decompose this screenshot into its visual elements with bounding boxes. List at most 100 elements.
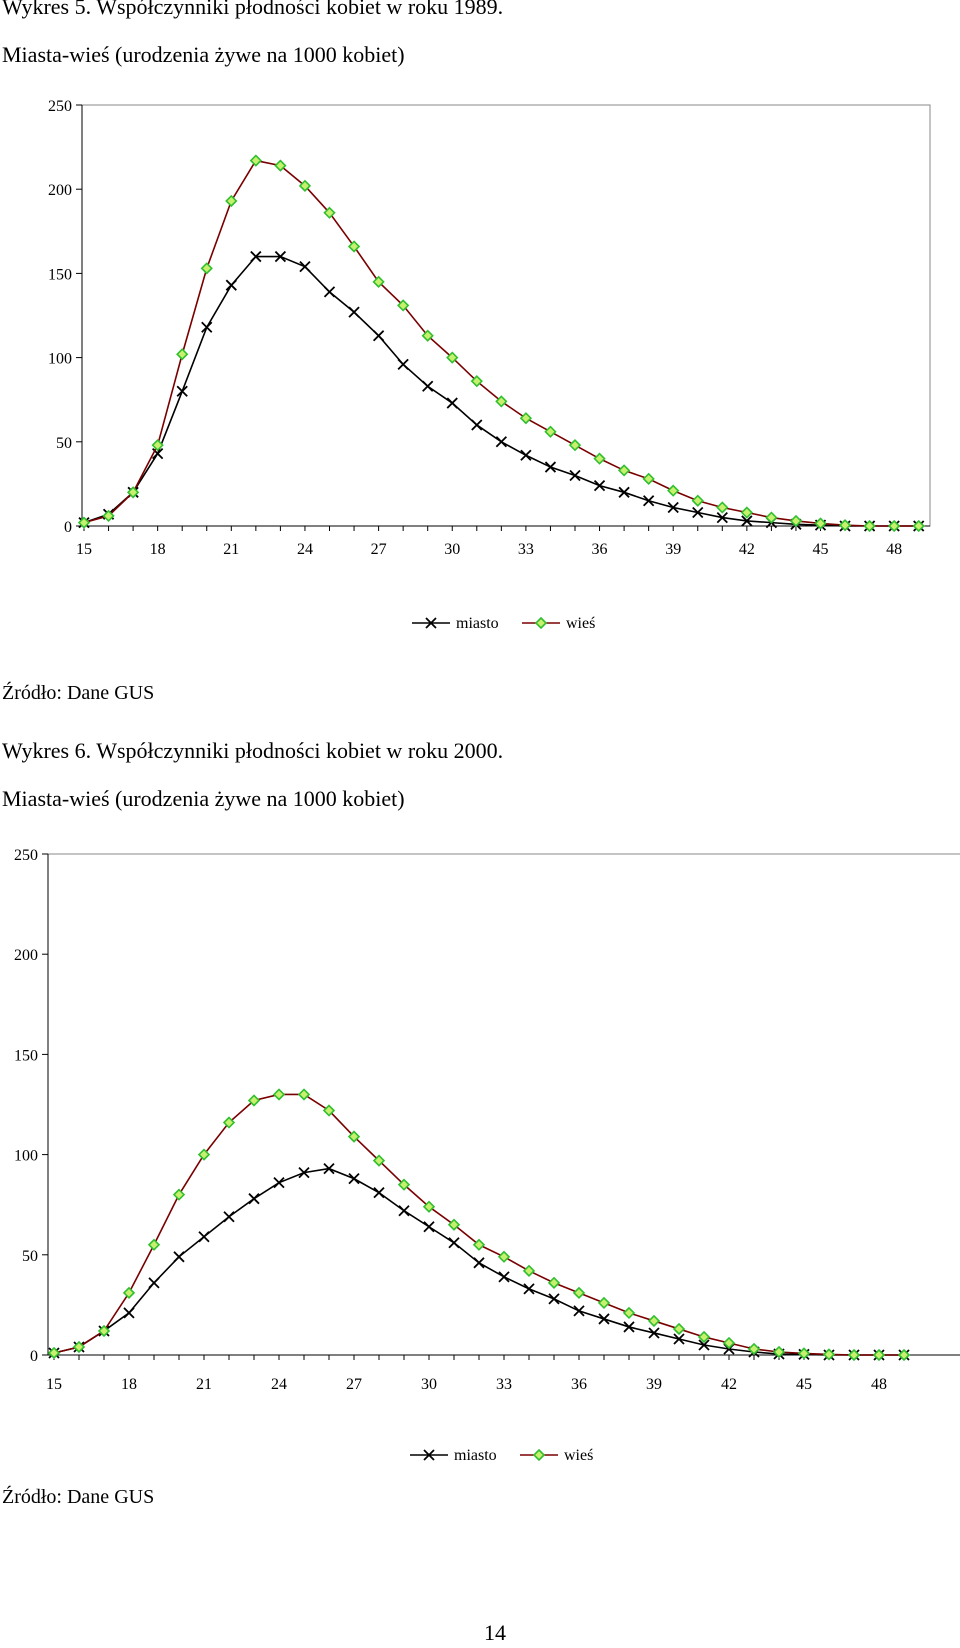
legend-marker (425, 617, 437, 629)
marker-stroke (323, 1162, 335, 1175)
data-point-miasto (643, 495, 655, 507)
data-point-wieś (547, 1276, 561, 1289)
marker-stroke (716, 511, 728, 524)
x-tick-label: 18 (121, 1376, 137, 1393)
x-tick-label: 48 (871, 1376, 887, 1393)
data-point-miasto (618, 486, 630, 498)
data-point-miasto (173, 1251, 185, 1263)
data-point-miasto (573, 1305, 585, 1317)
marker-stroke (446, 397, 458, 409)
data-point-wieś (470, 375, 483, 388)
series-line-miasto (83, 255, 919, 527)
data-point-wieś (222, 1116, 236, 1129)
marker-stroke (520, 449, 532, 461)
data-point-wieś (102, 509, 115, 523)
data-point-miasto (448, 1237, 460, 1249)
data-point-wieś (122, 1286, 136, 1300)
data-point-miasto (692, 506, 704, 519)
legend-label-miasto: miasto (454, 1447, 497, 1464)
figure-5-caption-line2: Miasta-wieś (urodzenia żywe na 1000 kobi… (2, 42, 405, 67)
x-tick-label: 24 (271, 1376, 287, 1393)
data-point-wieś (421, 329, 434, 342)
legend: miasto wieś (410, 1447, 593, 1464)
marker-stroke (223, 1211, 235, 1223)
data-point-miasto (698, 1339, 710, 1351)
data-point-wieś (568, 439, 582, 452)
marker-stroke (148, 1277, 160, 1289)
x-tick-label: 39 (646, 1376, 662, 1393)
data-point-wieś (667, 484, 680, 497)
marker-stroke (173, 1251, 185, 1263)
data-point-miasto (569, 469, 581, 482)
data-point-miasto (593, 479, 606, 492)
marker-stroke (248, 1193, 260, 1205)
data-point-miasto (667, 501, 679, 514)
marker-stroke (348, 306, 360, 318)
figure-6-source: Źródło: Dane GUS (2, 1486, 155, 1508)
data-point-wieś (522, 1264, 536, 1277)
data-point-wieś (322, 1104, 336, 1117)
data-point-miasto (198, 1231, 210, 1243)
data-point-wieś (593, 452, 606, 465)
marker-stroke (593, 479, 606, 492)
figure-6-caption-line2: Miasta-wieś (urodzenia żywe na 1000 kobi… (2, 786, 405, 811)
marker-stroke (422, 380, 434, 392)
data-point-miasto (498, 1271, 510, 1283)
marker-stroke (398, 1205, 410, 1217)
data-point-wieś (622, 1306, 636, 1320)
data-point-wieś (747, 1342, 761, 1356)
data-point-wieś (789, 514, 803, 528)
legend-marker (534, 616, 548, 630)
data-point-wieś (912, 519, 925, 533)
x-tick-label: 27 (371, 541, 387, 558)
data-point-miasto (548, 1293, 560, 1305)
data-point-wieś (172, 1188, 186, 1201)
x-tick-label: 21 (223, 541, 239, 558)
data-point-wieś (397, 1178, 411, 1191)
legend-label-wieś: wieś (564, 1447, 593, 1464)
data-point-wieś (372, 275, 385, 288)
data-point-wieś (77, 516, 91, 529)
marker-stroke (299, 261, 311, 273)
data-point-wieś (597, 1296, 611, 1310)
figure-5-caption-line1: Wykres 5. Współczynniki płodności kobiet… (2, 0, 504, 19)
figure-5-source: Źródło: Dane GUS (2, 682, 155, 704)
data-point-wieś (147, 1238, 161, 1251)
marker-stroke (423, 1221, 435, 1233)
marker-stroke (573, 1305, 585, 1317)
x-tick-label: 24 (297, 541, 313, 558)
data-point-wieś (372, 1154, 386, 1167)
marker-stroke (569, 469, 581, 482)
data-point-wieś (647, 1314, 661, 1328)
data-point-wieś (672, 1322, 686, 1336)
marker-stroke (473, 1257, 485, 1269)
data-point-miasto (648, 1327, 660, 1339)
data-point-miasto (716, 511, 728, 524)
data-point-wieś (847, 1348, 861, 1362)
data-point-wieś (572, 1286, 586, 1300)
y-tick-label: 150 (48, 266, 72, 283)
data-point-wieś (838, 519, 852, 532)
data-point-miasto (201, 321, 213, 333)
data-point-miasto (495, 436, 507, 448)
legend: miasto wieś (412, 615, 595, 632)
marker-stroke (667, 501, 679, 514)
marker-stroke (273, 1177, 285, 1189)
data-point-wieś (519, 412, 533, 425)
data-point-wieś (126, 486, 140, 499)
data-point-wieś (447, 1218, 461, 1231)
legend-label-miasto: miasto (456, 615, 499, 632)
x-tick-label: 42 (721, 1376, 737, 1393)
chart-2000: 0 50 100 150 200 250 15 18 21 24 27 30 33 36 39 42 45 48 m… (14, 847, 960, 1464)
data-point-wieś (151, 439, 164, 452)
x-tick-label: 39 (665, 541, 681, 558)
data-point-wieś (740, 506, 753, 519)
data-point-miasto (446, 397, 458, 409)
data-point-wieś (716, 501, 729, 514)
data-point-wieś (72, 1340, 86, 1354)
data-point-miasto (348, 1173, 360, 1185)
data-point-miasto (298, 1166, 310, 1179)
marker-stroke (623, 1321, 635, 1333)
data-point-wieś (422, 1200, 436, 1213)
figure-6-caption-line1: Wykres 6. Współczynniki płodności kobiet… (2, 738, 504, 763)
